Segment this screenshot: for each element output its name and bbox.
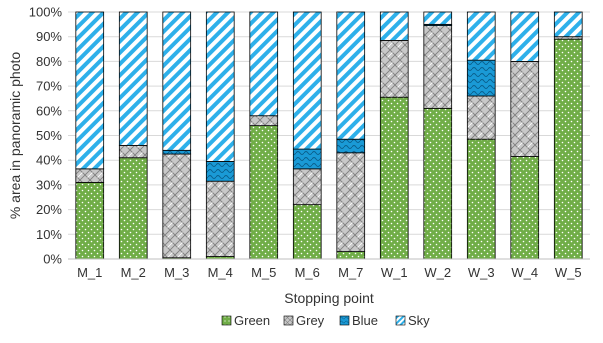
bar-segment-sky-w-4 [510, 11, 540, 62]
legend-swatch-green [221, 315, 232, 326]
gridlines [68, 11, 590, 235]
y-tick-label: 0% [43, 252, 62, 267]
bar-segment-grey-m-1 [75, 168, 105, 183]
bar-segment-grey-w-2 [423, 25, 453, 109]
bar-segment-green-w-3 [466, 138, 496, 260]
bar-segment-grey-m-3 [162, 153, 192, 259]
x-tick-label: M_6 [295, 265, 320, 280]
y-tick-label: 60% [36, 103, 62, 118]
y-tick-label: 50% [36, 128, 62, 143]
bar-segment-blue-m-6 [292, 148, 322, 170]
bar-segment-sky-m-1 [75, 11, 105, 170]
x-tick-label: W_4 [511, 265, 538, 280]
bar-segment-green-m-6 [292, 204, 322, 260]
bar-segment-sky-w-2 [423, 11, 453, 25]
bar-segment-sky-w-3 [466, 11, 496, 61]
bar-segment-blue-m-4 [205, 161, 235, 182]
bar-segment-blue-w-3 [466, 59, 496, 97]
y-tick-label: 30% [36, 177, 62, 192]
bar-segment-sky-m-4 [205, 11, 235, 162]
legend-label-grey: Grey [296, 313, 325, 328]
bar-segment-green-w-2 [423, 107, 453, 260]
y-tick-label: 80% [36, 54, 62, 69]
bar-segment-grey-w-1 [379, 40, 409, 98]
x-tick-labels: M_1 M_2 M_3 M_4 M_5 M_6 M_7 W_1 W_2 W_3 W_4 W_5 [77, 265, 582, 280]
x-tick-label: M_5 [251, 265, 276, 280]
bar-segment-sky-w-5 [553, 11, 583, 38]
bar-segment-sky-m-6 [292, 11, 322, 150]
bar-segment-grey-w-4 [510, 61, 540, 157]
x-tick-label: W_1 [381, 265, 408, 280]
x-tick-label: W_2 [424, 265, 451, 280]
x-tick-label: M_7 [338, 265, 363, 280]
y-axis-title: % area in panoramic photo [7, 52, 23, 220]
x-tick-label: W_3 [468, 265, 495, 280]
x-axis-title: Stopping point [284, 290, 374, 306]
legend-label-sky: Sky [408, 313, 430, 328]
legend-swatch-sky [395, 315, 406, 326]
y-tick-labels: 0% 10% 20% 30% 40% 50% 60% 70% 80% 90% 100% [29, 5, 63, 267]
y-tick-label: 70% [36, 79, 62, 94]
x-tick-label: M_2 [121, 265, 146, 280]
bar-segment-sky-m-5 [249, 11, 279, 117]
y-tick-label: 20% [36, 202, 62, 217]
bar-segment-green-m-7 [336, 251, 366, 260]
bar-segment-sky-m-2 [118, 11, 148, 146]
bar-segment-green-w-1 [379, 96, 409, 260]
bar-segment-sky-w-1 [379, 11, 409, 41]
x-tick-label: M_1 [77, 265, 102, 280]
legend-swatch-grey [283, 315, 294, 326]
bar-segment-green-w-5 [553, 38, 583, 260]
bar-segment-grey-m-2 [118, 144, 148, 159]
bar-segment-sky-m-3 [162, 11, 192, 151]
bar-segment-green-m-2 [118, 157, 148, 260]
x-tick-label: W_5 [555, 265, 582, 280]
bar-segment-green-m-5 [249, 125, 279, 260]
bar-segment-blue-m-3 [162, 149, 192, 155]
y-tick-label: 10% [36, 227, 62, 242]
legend-label-green: Green [234, 313, 270, 328]
legend-swatch-blue [339, 315, 350, 326]
bar-segment-grey-m-7 [336, 152, 366, 252]
bar-segment-grey-m-4 [205, 180, 235, 257]
bar-segment-grey-m-5 [249, 115, 279, 127]
x-tick-label: M_3 [164, 265, 189, 280]
bars [75, 11, 583, 260]
bar-segment-blue-m-7 [336, 138, 366, 154]
y-tick-label: 40% [36, 153, 62, 168]
legend-label-blue: Blue [352, 313, 378, 328]
bar-segment-green-w-4 [510, 156, 540, 260]
legend: Green Grey Blue Sky [221, 313, 430, 328]
bar-segment-green-m-1 [75, 182, 105, 260]
bar-segment-sky-m-7 [336, 11, 366, 140]
x-tick-label: M_4 [208, 265, 233, 280]
y-tick-label: 100% [29, 5, 63, 20]
bar-segment-grey-w-3 [466, 95, 496, 140]
y-tick-label: 90% [36, 29, 62, 44]
bar-segment-grey-m-6 [292, 168, 322, 206]
